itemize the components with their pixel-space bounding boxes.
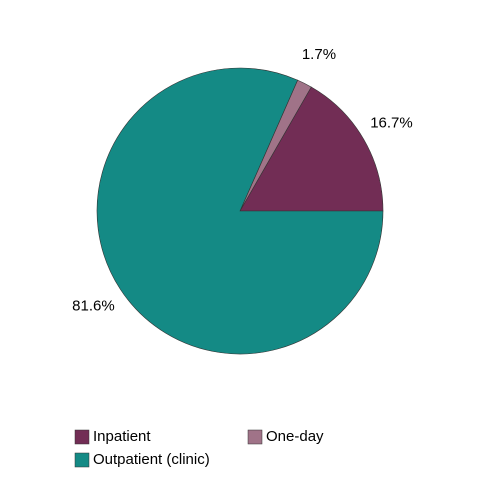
data-label: 16.7% — [370, 114, 413, 131]
legend-label: Outpatient (clinic) — [93, 451, 210, 468]
pie-slice — [239, 86, 384, 212]
pie-slice — [96, 67, 384, 355]
legend-label: Inpatient — [93, 428, 151, 445]
legend-swatch — [247, 429, 263, 445]
data-label: 81.6% — [72, 298, 115, 315]
legend-swatch — [74, 429, 90, 445]
legend-swatch — [74, 452, 90, 468]
data-label: 1.7% — [302, 46, 336, 63]
legend-label: One-day — [266, 428, 324, 445]
